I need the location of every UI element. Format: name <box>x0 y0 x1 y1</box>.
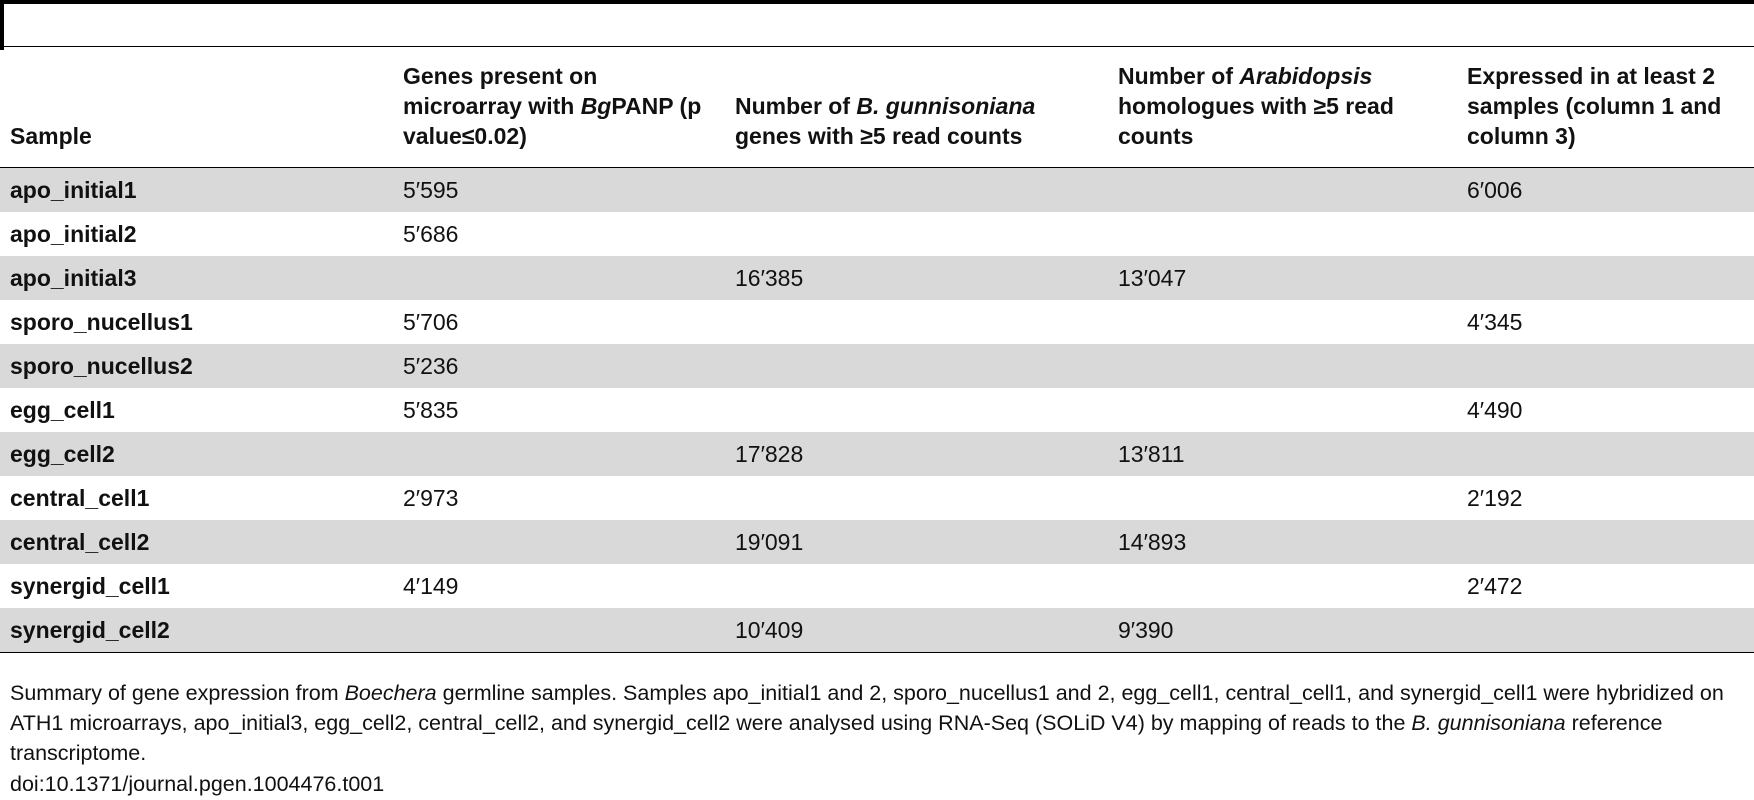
value-cell <box>725 476 1108 520</box>
value-cell: 2′973 <box>403 484 459 511</box>
table-row: central_cell1 2′973 2′192 <box>0 476 1754 520</box>
table-body: apo_initial1 5′595 6′006 apo_initial2 5′686 a… <box>0 167 1754 653</box>
table-row: egg_cell1 5′835 4′490 <box>0 388 1754 432</box>
value-cell <box>393 520 725 564</box>
header-bg-genes: Number of B. gunnisoniana genes with ≥5 … <box>735 93 1036 149</box>
value-cell: 16′385 <box>735 264 804 291</box>
value-cell: 13′811 <box>1118 440 1185 467</box>
value-cell <box>393 432 725 476</box>
table-header: Sample Genes present on microarray with … <box>0 46 1754 168</box>
top-rule <box>0 0 1754 4</box>
table-caption: Summary of gene expression from Boechera… <box>10 681 1724 765</box>
value-cell: 5′686 <box>403 220 459 247</box>
value-cell <box>1457 256 1754 300</box>
value-cell: 14′893 <box>1118 528 1187 555</box>
value-cell: 5′835 <box>403 396 459 423</box>
sample-cell: synergid_cell2 <box>10 616 170 643</box>
sample-cell: sporo_nucellus2 <box>10 352 193 379</box>
sample-cell: egg_cell2 <box>10 440 115 467</box>
value-cell: 5′706 <box>403 308 459 335</box>
header-arabidopsis-homologues: Number of Arabidopsis homologues with ≥5… <box>1118 63 1394 149</box>
header-microarray-genes: Genes present on microarray with BgPANP … <box>403 63 702 149</box>
value-cell <box>725 212 1108 256</box>
value-cell <box>1457 432 1754 476</box>
value-cell: 6′006 <box>1467 176 1523 203</box>
value-cell <box>393 608 725 653</box>
value-cell <box>725 344 1108 388</box>
value-cell: 4′345 <box>1467 308 1523 335</box>
sample-cell: central_cell2 <box>10 528 150 555</box>
value-cell <box>725 168 1108 213</box>
value-cell <box>725 300 1108 344</box>
value-cell <box>1108 344 1457 388</box>
value-cell <box>1108 300 1457 344</box>
value-cell: 13′047 <box>1118 264 1187 291</box>
value-cell: 10′409 <box>735 616 804 643</box>
left-rule <box>0 0 4 50</box>
value-cell <box>725 564 1108 608</box>
table-row: apo_initial1 5′595 6′006 <box>0 167 1754 213</box>
value-cell <box>1108 564 1457 608</box>
table-row: synergid_cell2 10′409 9′390 <box>0 608 1754 653</box>
sample-cell: central_cell1 <box>10 484 150 511</box>
value-cell <box>1108 476 1457 520</box>
value-cell <box>1108 388 1457 432</box>
sample-cell: egg_cell1 <box>10 396 115 423</box>
table-container: Sample Genes present on microarray with … <box>0 46 1754 653</box>
doi-text: doi:10.1371/journal.pgen.1004476.t001 <box>10 772 385 796</box>
value-cell: 2′192 <box>1467 484 1523 511</box>
sample-cell: apo_initial1 <box>10 176 137 203</box>
table-row: synergid_cell1 4′149 2′472 <box>0 564 1754 608</box>
value-cell <box>393 256 725 300</box>
value-cell <box>1457 608 1754 653</box>
value-cell <box>1108 168 1457 213</box>
value-cell <box>1457 212 1754 256</box>
value-cell <box>725 388 1108 432</box>
value-cell <box>1457 344 1754 388</box>
sample-cell: apo_initial2 <box>10 220 137 247</box>
table-row: apo_initial3 16′385 13′047 <box>0 256 1754 300</box>
header-sample: Sample <box>10 123 92 149</box>
value-cell: 19′091 <box>735 528 804 555</box>
table-row: apo_initial2 5′686 <box>0 212 1754 256</box>
value-cell <box>1457 520 1754 564</box>
value-cell: 9′390 <box>1118 616 1174 643</box>
value-cell: 5′236 <box>403 352 459 379</box>
table-row: egg_cell2 17′828 13′811 <box>0 432 1754 476</box>
table-row: sporo_nucellus2 5′236 <box>0 344 1754 388</box>
expression-table: Sample Genes present on microarray with … <box>0 46 1754 653</box>
value-cell: 17′828 <box>735 440 804 467</box>
table-row: central_cell2 19′091 14′893 <box>0 520 1754 564</box>
value-cell: 5′595 <box>403 176 459 203</box>
header-row: Sample Genes present on microarray with … <box>0 46 1754 168</box>
header-expressed-two-samples: Expressed in at least 2 samples (column … <box>1467 63 1722 149</box>
value-cell: 4′490 <box>1467 396 1523 423</box>
value-cell: 2′472 <box>1467 572 1523 599</box>
sample-cell: apo_initial3 <box>10 264 137 291</box>
value-cell: 4′149 <box>403 572 459 599</box>
table-row: sporo_nucellus1 5′706 4′345 <box>0 300 1754 344</box>
sample-cell: synergid_cell1 <box>10 572 170 599</box>
value-cell <box>1108 212 1457 256</box>
sample-cell: sporo_nucellus1 <box>10 308 193 335</box>
